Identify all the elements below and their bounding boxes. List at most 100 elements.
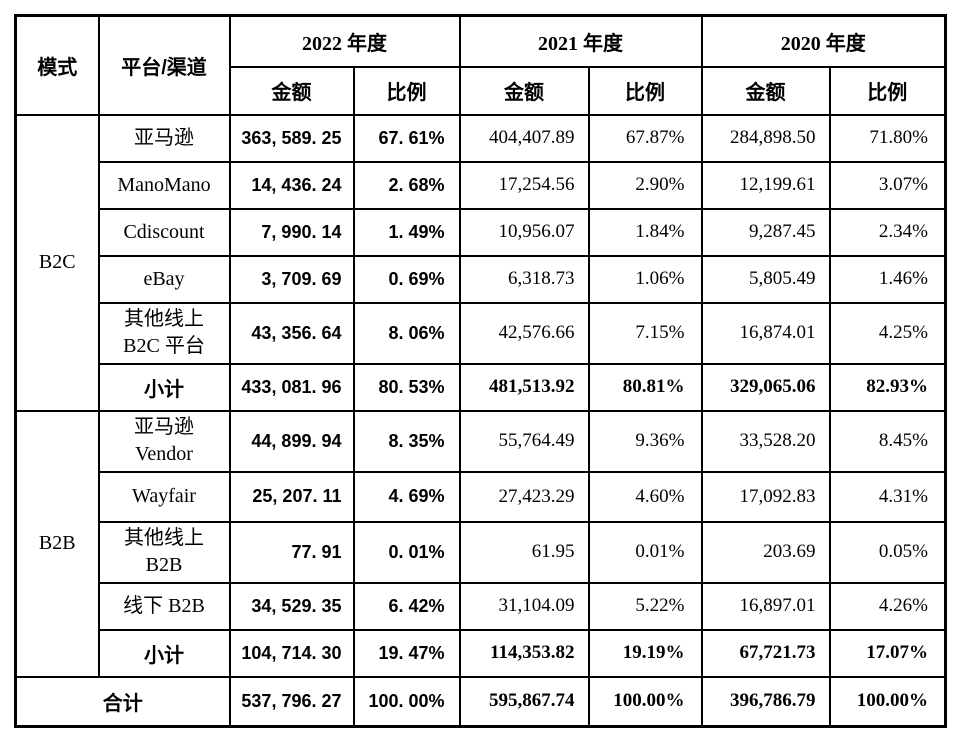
ratio-2022-cell: 80. 53% xyxy=(352,362,461,412)
amount-2020-cell: 329,065.06 xyxy=(700,362,831,412)
amount-2021-cell: 6,318.73 xyxy=(458,254,590,304)
ratio-2022-cell: 67. 61% xyxy=(352,113,461,163)
header-platform: 平台/渠道 xyxy=(97,14,231,116)
amount-2022-cell: 3, 709. 69 xyxy=(228,254,355,304)
header-row-measures: 金额 比例 金额 比例 金额 比例 xyxy=(16,65,947,116)
amount-2022-cell: 537, 796. 27 xyxy=(228,675,355,728)
ratio-2020-cell: 3.07% xyxy=(828,160,947,210)
platform-cell: eBay xyxy=(97,254,231,304)
ratio-2021-cell: 5.22% xyxy=(587,581,703,631)
ratio-2021-cell: 0.01% xyxy=(587,520,703,584)
total-label-cell: 合计 xyxy=(14,675,231,728)
amount-2022-cell: 44, 899. 94 xyxy=(228,409,355,473)
amount-2022-cell: 363, 589. 25 xyxy=(228,113,355,163)
ratio-2020-cell: 1.46% xyxy=(828,254,947,304)
header-ratio-2021: 比例 xyxy=(587,65,703,116)
amount-2022-cell: 25, 207. 11 xyxy=(228,470,355,523)
ratio-2020-cell: 2.34% xyxy=(828,207,947,257)
header-year-2020: 2020 年度 xyxy=(700,14,947,68)
mode-cell-b2c: B2C xyxy=(14,113,100,412)
ratio-2022-cell: 19. 47% xyxy=(352,628,461,678)
amount-2022-cell: 34, 529. 35 xyxy=(228,581,355,631)
ratio-2020-cell: 100.00% xyxy=(828,675,947,728)
mode-cell-b2b: B2B xyxy=(14,409,100,678)
amount-2022-cell: 77. 91 xyxy=(228,520,355,584)
amount-2022-cell: 7, 990. 14 xyxy=(228,207,355,257)
ratio-2021-cell: 80.81% xyxy=(587,362,703,412)
platform-cell: ManoMano xyxy=(97,160,231,210)
table-row: B2B 亚马逊 Vendor 44, 899. 94 8. 35% 55,764… xyxy=(14,409,947,678)
ratio-2022-cell: 6. 42% xyxy=(352,581,461,631)
ratio-2020-cell: 8.45% xyxy=(828,409,947,473)
subtotal-row-b2b: 小计 104, 714. 30 19. 47% 114,353.82 19.19… xyxy=(16,628,947,678)
amount-2021-cell: 10,956.07 xyxy=(458,207,590,257)
ratio-2021-cell: 9.36% xyxy=(587,409,703,473)
ratio-2022-cell: 100. 00% xyxy=(352,675,461,728)
ratio-2021-cell: 100.00% xyxy=(587,675,703,728)
ratio-2022-cell: 0. 01% xyxy=(352,520,461,584)
ratio-2022-cell: 2. 68% xyxy=(352,160,461,210)
amount-2020-cell: 16,874.01 xyxy=(700,301,831,365)
header-ratio-2020: 比例 xyxy=(828,65,947,116)
header-row-years: 模式 平台/渠道 2022 年度 2021 年度 2020 年度 xyxy=(14,14,947,116)
amount-2021-cell: 31,104.09 xyxy=(458,581,590,631)
ratio-2021-cell: 19.19% xyxy=(587,628,703,678)
amount-2020-cell: 67,721.73 xyxy=(700,628,831,678)
amount-2021-cell: 17,254.56 xyxy=(458,160,590,210)
amount-2020-cell: 17,092.83 xyxy=(700,470,831,523)
amount-2022-cell: 104, 714. 30 xyxy=(228,628,355,678)
subtotal-label-cell: 小计 xyxy=(97,628,231,678)
total-row: 合计 537, 796. 27 100. 00% 595,867.74 100.… xyxy=(14,675,947,728)
platform-cell: 线下 B2B xyxy=(97,581,231,631)
platform-cell: Cdiscount xyxy=(97,207,231,257)
amount-2022-cell: 433, 081. 96 xyxy=(228,362,355,412)
ratio-2020-cell: 4.25% xyxy=(828,301,947,365)
amount-2022-cell: 14, 436. 24 xyxy=(228,160,355,210)
table-row: 线下 B2B 34, 529. 35 6. 42% 31,104.09 5.22… xyxy=(16,581,947,631)
ratio-2021-cell: 4.60% xyxy=(587,470,703,523)
amount-2020-cell: 203.69 xyxy=(700,520,831,584)
ratio-2020-cell: 17.07% xyxy=(828,628,947,678)
ratio-2022-cell: 1. 49% xyxy=(352,207,461,257)
amount-2021-cell: 42,576.66 xyxy=(458,301,590,365)
amount-2020-cell: 284,898.50 xyxy=(700,113,831,163)
amount-2021-cell: 481,513.92 xyxy=(458,362,590,412)
platform-cell: 亚马逊 Vendor xyxy=(97,409,231,473)
ratio-2020-cell: 4.31% xyxy=(828,470,947,523)
ratio-2020-cell: 82.93% xyxy=(828,362,947,412)
table-row: 其他线上 B2C 平台 43, 356. 64 8. 06% 42,576.66… xyxy=(16,301,947,365)
table-row: Cdiscount 7, 990. 14 1. 49% 10,956.07 1.… xyxy=(16,207,947,257)
ratio-2022-cell: 8. 06% xyxy=(352,301,461,365)
table-row: 其他线上 B2B 77. 91 0. 01% 61.95 0.01% 203.6… xyxy=(16,520,947,584)
header-amount-2022: 金额 xyxy=(228,65,355,116)
amount-2020-cell: 16,897.01 xyxy=(700,581,831,631)
platform-cell: 其他线上 B2B xyxy=(97,520,231,584)
header-amount-2020: 金额 xyxy=(700,65,831,116)
amount-2021-cell: 595,867.74 xyxy=(458,675,590,728)
platform-cell: Wayfair xyxy=(97,470,231,523)
header-year-2021: 2021 年度 xyxy=(458,14,703,68)
amount-2020-cell: 5,805.49 xyxy=(700,254,831,304)
table-row: eBay 3, 709. 69 0. 69% 6,318.73 1.06% 5,… xyxy=(16,254,947,304)
ratio-2021-cell: 7.15% xyxy=(587,301,703,365)
subtotal-row-b2c: 小计 433, 081. 96 80. 53% 481,513.92 80.81… xyxy=(16,362,947,412)
platform-cell: 其他线上 B2C 平台 xyxy=(97,301,231,365)
amount-2021-cell: 61.95 xyxy=(458,520,590,584)
amount-2021-cell: 55,764.49 xyxy=(458,409,590,473)
ratio-2021-cell: 1.84% xyxy=(587,207,703,257)
amount-2021-cell: 114,353.82 xyxy=(458,628,590,678)
amount-2020-cell: 12,199.61 xyxy=(700,160,831,210)
ratio-2022-cell: 4. 69% xyxy=(352,470,461,523)
ratio-2020-cell: 4.26% xyxy=(828,581,947,631)
table-row: ManoMano 14, 436. 24 2. 68% 17,254.56 2.… xyxy=(16,160,947,210)
ratio-2021-cell: 1.06% xyxy=(587,254,703,304)
subtotal-label-cell: 小计 xyxy=(97,362,231,412)
ratio-2022-cell: 8. 35% xyxy=(352,409,461,473)
platform-cell: 亚马逊 xyxy=(97,113,231,163)
amount-2021-cell: 27,423.29 xyxy=(458,470,590,523)
ratio-2022-cell: 0. 69% xyxy=(352,254,461,304)
amount-2020-cell: 33,528.20 xyxy=(700,409,831,473)
ratio-2020-cell: 71.80% xyxy=(828,113,947,163)
amount-2022-cell: 43, 356. 64 xyxy=(228,301,355,365)
